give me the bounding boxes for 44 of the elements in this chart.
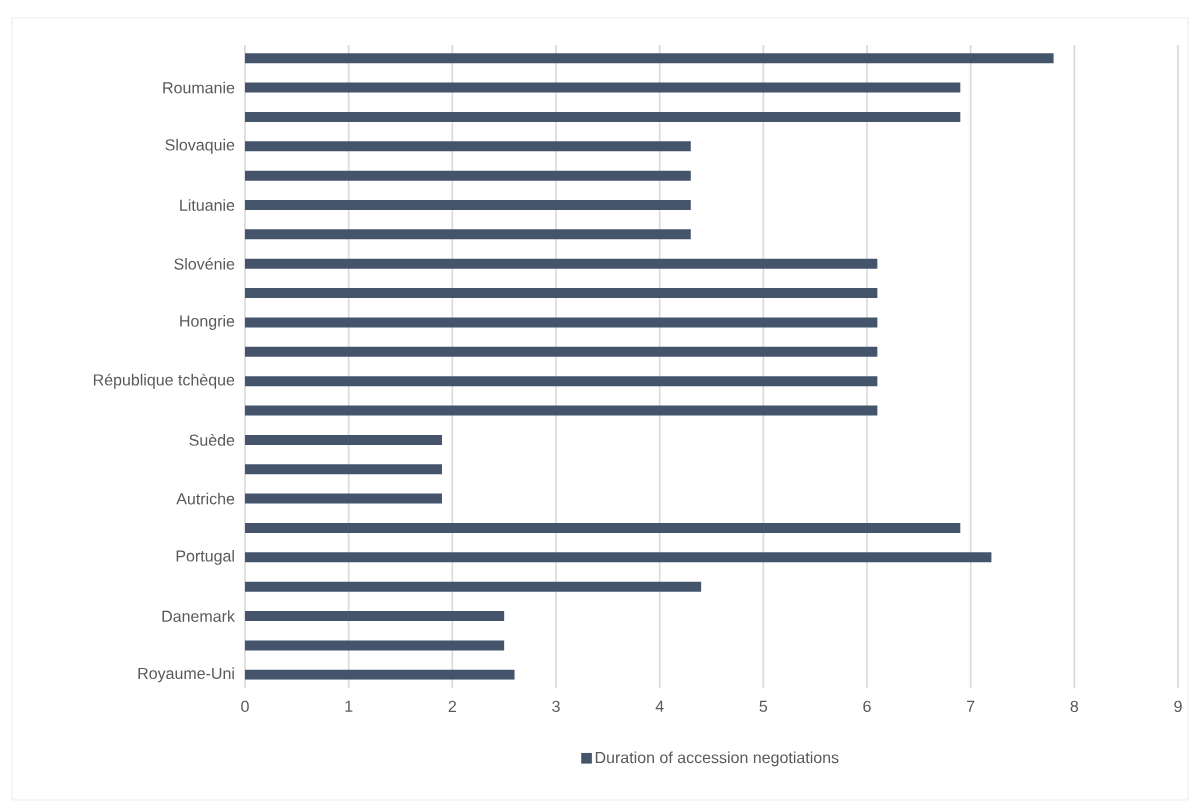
y-tick-label: Royaume-Uni (138, 667, 234, 683)
bar (245, 552, 992, 563)
y-tick-label: République tchèque (93, 373, 235, 389)
bar (245, 346, 878, 357)
bar (245, 317, 878, 328)
bar (245, 434, 442, 445)
x-tick-label: 4 (655, 700, 664, 712)
bar (245, 522, 961, 533)
bar (245, 581, 702, 592)
x-tick-label: 0 (241, 700, 249, 713)
x-tick-label: 9 (1174, 700, 1182, 713)
bar (245, 669, 515, 680)
x-tick-label: 6 (863, 700, 871, 713)
x-tick-label: 7 (967, 700, 975, 712)
bar (245, 141, 691, 152)
bar (245, 200, 691, 211)
bar (245, 82, 961, 93)
x-tick-label: 2 (448, 700, 456, 712)
x-tick-label: 3 (552, 700, 560, 713)
bar (245, 229, 691, 240)
bar (245, 493, 442, 504)
y-tick-label: Autriche (176, 492, 235, 505)
bar (245, 53, 1054, 64)
bar (245, 288, 878, 299)
y-tick-label: Portugal (176, 549, 234, 565)
bar (245, 376, 878, 387)
y-tick-label: Roumanie (163, 81, 235, 94)
y-tick-label: Hongrie (180, 315, 235, 330)
y-tick-label: Lituanie (180, 199, 235, 211)
bar (245, 170, 691, 181)
bar (245, 258, 878, 269)
x-tick-label: 1 (345, 700, 353, 712)
bar (245, 111, 961, 122)
bar (245, 611, 505, 622)
x-tick-label: 8 (1070, 700, 1079, 713)
bar (245, 464, 442, 475)
bar (245, 640, 505, 651)
bar (245, 405, 878, 416)
y-tick-label: Suède (189, 433, 235, 446)
y-tick-label: Danemark (162, 610, 235, 622)
x-tick-label: 5 (759, 700, 768, 712)
legend-label: Duration of accession negotiations (595, 751, 839, 767)
y-tick-label: Slovénie (174, 257, 235, 270)
y-tick-label: Slovaquie (165, 138, 235, 154)
